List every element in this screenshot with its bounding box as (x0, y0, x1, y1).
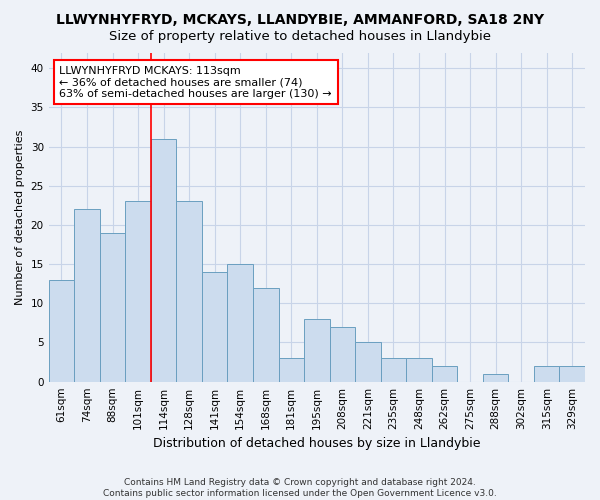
Text: LLWYNHYFRYD MCKAYS: 113sqm
← 36% of detached houses are smaller (74)
63% of semi: LLWYNHYFRYD MCKAYS: 113sqm ← 36% of deta… (59, 66, 332, 99)
Bar (559, 366, 585, 382)
Bar (406, 358, 432, 382)
Bar (227, 264, 253, 382)
Bar (432, 366, 457, 382)
Bar (380, 358, 406, 382)
Bar (253, 288, 278, 382)
Bar (202, 272, 227, 382)
Bar (278, 358, 304, 382)
Text: Contains HM Land Registry data © Crown copyright and database right 2024.
Contai: Contains HM Land Registry data © Crown c… (103, 478, 497, 498)
Bar (304, 319, 329, 382)
Text: LLWYNHYFRYD, MCKAYS, LLANDYBIE, AMMANFORD, SA18 2NY: LLWYNHYFRYD, MCKAYS, LLANDYBIE, AMMANFOR… (56, 12, 544, 26)
Bar (74, 210, 100, 382)
Bar (125, 202, 151, 382)
X-axis label: Distribution of detached houses by size in Llandybie: Distribution of detached houses by size … (153, 437, 481, 450)
Bar (483, 374, 508, 382)
Bar (100, 233, 125, 382)
Bar (49, 280, 74, 382)
Bar (176, 202, 202, 382)
Bar (329, 327, 355, 382)
Bar (151, 138, 176, 382)
Text: Size of property relative to detached houses in Llandybie: Size of property relative to detached ho… (109, 30, 491, 43)
Bar (355, 342, 380, 382)
Bar (534, 366, 559, 382)
Y-axis label: Number of detached properties: Number of detached properties (15, 130, 25, 305)
